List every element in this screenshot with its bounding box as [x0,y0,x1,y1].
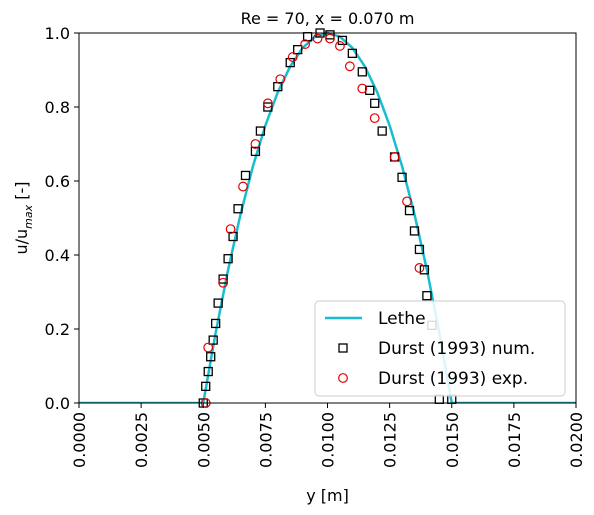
data-point-durst-num [414,244,425,255]
y-tick-label: 0.4 [45,246,70,265]
legend-box [314,300,566,397]
data-point-durst-num [240,170,251,181]
data-point-durst-num [325,30,335,40]
legend-key-square [338,343,348,353]
y-tick-label: 0.2 [45,320,70,339]
data-point-durst-num [419,265,430,275]
data-point-durst-num [218,274,228,284]
data-point-durst-num [211,318,221,329]
data-point-durst-num [409,226,420,236]
data-point-durst-num [203,366,213,377]
data-point-durst-num [337,35,348,46]
data-point-durst-exp [369,113,380,123]
data-point-durst-num [213,298,223,308]
data-point-durst-exp [262,98,273,109]
data-point-durst-num [206,352,216,362]
data-point-durst-num [285,57,295,68]
data-point-durst-num [357,67,367,77]
y-axis-title: u/umax [-] [12,182,35,255]
x-tick-label: 0.0100 [319,412,338,468]
data-point-durst-exp [225,224,236,235]
x-tick-label: 0.0125 [381,412,400,468]
data-point-durst-exp [325,33,335,44]
data-point-durst-num [370,98,380,108]
data-point-durst-num [208,335,218,345]
x-tick-label: 0.0200 [567,412,586,468]
data-point-durst-exp [203,342,214,353]
data-point-durst-num [255,126,266,136]
y-axis-title-main: u/u [12,229,31,255]
data-point-durst-exp [275,74,286,85]
chart-title: Re = 70, x = 0.070 m [241,9,415,28]
x-tick-label: 0.0075 [256,412,275,468]
y-tick-label: 1.0 [45,24,70,43]
data-point-durst-num [397,172,407,182]
data-point-durst-num [293,45,303,55]
legend-label: Lethe [378,309,426,329]
data-point-durst-exp [335,41,345,51]
data-point-durst-exp [250,139,261,149]
legend: Lethe Durst (1993) num. Durst (1993) exp. [314,300,566,397]
legend-label: Durst (1993) num. [378,339,535,359]
data-point-durst-exp [312,33,323,44]
data-point-durst-exp [238,181,248,192]
data-point-durst-num [377,126,387,136]
data-point-durst-num [263,102,273,112]
data-point-durst-exp [218,277,229,288]
y-tick-label: 0.0 [45,394,70,413]
data-point-durst-exp [344,61,355,72]
x-tick-label: 0.0150 [443,412,462,468]
data-point-durst-num [347,48,358,58]
x-tick-label: 0.0050 [194,412,213,468]
data-point-durst-num [201,381,211,392]
x-tick-label: 0.0025 [132,412,151,468]
y-tick-label: 0.8 [45,98,70,117]
data-point-durst-num [404,205,415,216]
data-point-durst-exp [414,263,425,273]
data-point-durst-num [233,204,243,214]
x-tick-label: 0.0000 [70,412,89,468]
y-tick-label: 0.6 [45,172,70,191]
legend-key-circle [338,373,348,383]
data-point-durst-num [223,254,233,264]
x-axis-title: y [m] [306,486,349,505]
x-tick-label: 0.0175 [505,412,524,468]
data-point-durst-exp [402,196,412,207]
data-point-durst-num [250,146,261,157]
legend-label: Durst (1993) exp. [378,369,528,389]
data-point-durst-exp [357,83,368,94]
data-point-durst-exp [287,52,298,62]
y-axis-title-subscript: max [22,204,35,228]
data-point-durst-exp [300,39,311,49]
data-point-durst-exp [389,152,400,162]
y-axis-title-unit: [-] [12,182,31,205]
data-point-durst-num [422,291,432,301]
